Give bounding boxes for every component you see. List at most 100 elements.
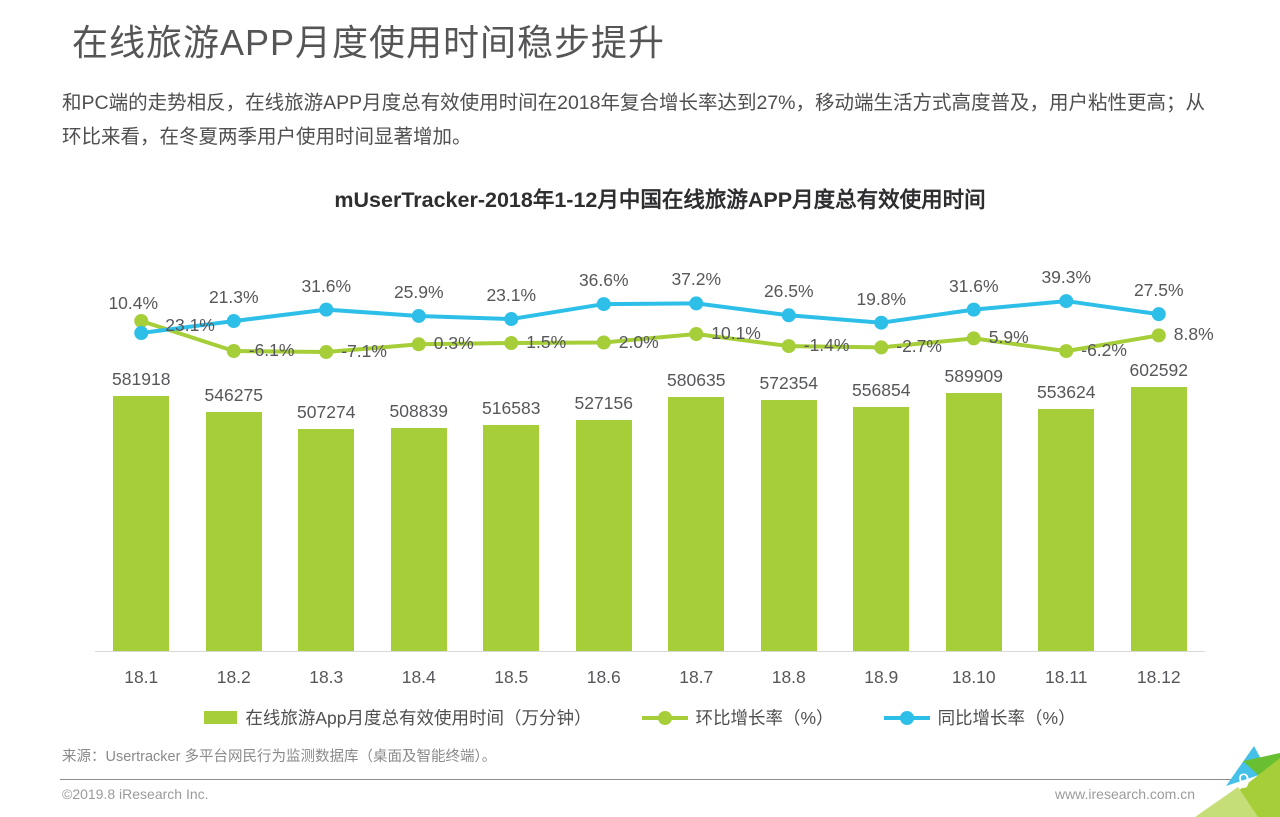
footer-divider <box>60 779 1232 780</box>
yoy-growth-line-point <box>966 302 981 317</box>
x-axis-label: 18.2 <box>216 667 251 687</box>
mom-growth-line-point <box>596 335 611 350</box>
x-axis-label: 18.1 <box>124 667 159 687</box>
yoy-growth-line-point <box>1151 307 1166 322</box>
bar-value-label: 580635 <box>667 370 726 390</box>
page-title: 在线旅游APP月度使用时间稳步提升 <box>72 22 666 63</box>
yoy-growth-label: 39.3% <box>1041 267 1092 288</box>
intro-paragraph: 和PC端的走势相反，在线旅游APP月度总有效使用时间在2018年复合增长率达到2… <box>62 92 1206 148</box>
bar-value-label: 556854 <box>852 380 911 400</box>
mom-growth-line-point <box>134 314 149 328</box>
yoy-growth-line-point <box>874 315 889 330</box>
yoy-growth-label: 23.1% <box>486 285 537 306</box>
x-axis-label: 18.7 <box>679 667 714 687</box>
mom-growth-label: 8.8% <box>1173 324 1214 345</box>
mom-growth-label: -6.1% <box>248 339 295 360</box>
mom-growth-label: 10.4% <box>108 293 159 313</box>
yoy-growth-line-point <box>411 308 426 323</box>
mom-growth-label: -1.4% <box>803 335 850 356</box>
bar <box>390 428 447 651</box>
bar-value-label: 546275 <box>204 385 263 405</box>
bar <box>205 412 262 651</box>
mom-growth-line-point <box>966 331 981 346</box>
chart-title: mUserTracker-2018年1-12月中国在线旅游APP月度总有效使用时… <box>334 188 986 212</box>
bar <box>1130 387 1187 651</box>
bar <box>575 420 632 651</box>
yoy-growth-line-point <box>319 302 334 317</box>
mom-growth-line-point <box>411 337 426 352</box>
yoy-growth-label: 25.9% <box>393 281 444 302</box>
mom-growth-line-point <box>874 340 889 355</box>
legend-dot <box>657 710 672 725</box>
bar <box>113 396 170 651</box>
yoy-growth-label: 26.5% <box>763 281 814 302</box>
bar-value-label: 527156 <box>574 393 633 413</box>
bar <box>483 425 540 651</box>
yoy-growth-label: 19.8% <box>856 288 907 309</box>
yoy-growth-line <box>140 299 1160 335</box>
bar <box>853 407 910 651</box>
yoy-growth-label: 37.2% <box>671 269 722 290</box>
bar-value-label: 508839 <box>389 401 448 421</box>
bar-value-label: 589909 <box>944 366 1003 386</box>
legend-swatch-line <box>641 710 688 725</box>
legend-label: 同比增长率（%） <box>937 708 1076 728</box>
bar <box>668 397 725 651</box>
footer-copyright: ©2019.8 iResearch Inc. <box>62 786 209 802</box>
bar-value-label: 572354 <box>759 373 818 393</box>
x-axis-label: 18.9 <box>864 667 899 687</box>
mom-growth-label: -6.2% <box>1081 340 1127 361</box>
mom-growth-label: 10.1% <box>711 323 761 343</box>
x-axis-label: 18.4 <box>401 667 436 687</box>
page-number: 9 <box>1238 770 1250 793</box>
bar <box>945 393 1002 651</box>
x-axis-label: 18.5 <box>494 667 529 687</box>
yoy-growth-line-point <box>1059 294 1074 309</box>
yoy-growth-line-point <box>226 314 241 329</box>
yoy-growth-label: 23.1% <box>165 315 215 335</box>
x-axis-label: 18.8 <box>771 667 806 687</box>
mom-growth-line-point <box>1151 328 1166 343</box>
bar <box>1038 409 1095 651</box>
x-axis-label: 18.6 <box>586 667 621 687</box>
yoy-growth-line-point <box>134 326 149 340</box>
bar-value-label: 553624 <box>1037 382 1096 402</box>
mom-growth-label: -7.1% <box>341 341 387 362</box>
yoy-growth-label: 36.6% <box>578 270 629 291</box>
legend-label: 在线旅游App月度总有效使用时间（万分钟） <box>245 708 592 728</box>
yoy-growth-line-point <box>504 312 519 327</box>
mom-growth-label: -2.7% <box>896 336 942 357</box>
yoy-growth-label: 31.6% <box>948 275 999 296</box>
bar-value-label: 507274 <box>297 402 356 422</box>
yoy-growth-line-point <box>781 308 796 323</box>
yoy-growth-label: 27.5% <box>1133 280 1184 301</box>
bar <box>298 429 355 651</box>
mom-growth-line-point <box>1059 344 1074 359</box>
chart-legend: 在线旅游App月度总有效使用时间（万分钟） 环比增长率（%） 同比增长率（%） <box>0 705 1280 730</box>
mom-growth-line-point <box>504 336 519 351</box>
mom-growth-line-point <box>319 345 334 360</box>
bar-value-label: 516583 <box>482 398 541 418</box>
footer-website: www.iresearch.com.cn <box>1054 786 1195 802</box>
legend-item-usage-time: 在线旅游App月度总有效使用时间（万分钟） <box>204 705 592 730</box>
yoy-growth-label: 31.6% <box>301 275 352 296</box>
yoy-growth-label: 21.3% <box>208 287 259 308</box>
legend-dot <box>899 710 914 725</box>
legend-swatch-line <box>883 710 930 725</box>
x-axis-label: 18.3 <box>309 667 344 687</box>
mom-growth-label: 0.3% <box>433 333 474 354</box>
mom-growth-line-point <box>781 339 796 354</box>
legend-swatch-bar <box>204 711 238 724</box>
mom-growth-line-point <box>689 327 704 342</box>
mom-growth-label: 5.9% <box>988 327 1029 348</box>
x-axis-line <box>95 651 1205 652</box>
legend-item-yoy-growth: 同比增长率（%） <box>883 705 1076 730</box>
legend-label: 环比增长率（%） <box>695 708 834 728</box>
x-axis-label: 18.10 <box>951 667 996 687</box>
mom-growth-line <box>140 319 1160 355</box>
mom-growth-line-point <box>226 343 241 358</box>
mom-growth-label: 1.5% <box>526 332 567 353</box>
